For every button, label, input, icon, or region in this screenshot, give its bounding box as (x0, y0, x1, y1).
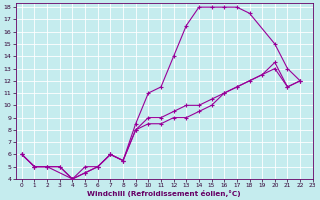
X-axis label: Windchill (Refroidissement éolien,°C): Windchill (Refroidissement éolien,°C) (87, 190, 241, 197)
